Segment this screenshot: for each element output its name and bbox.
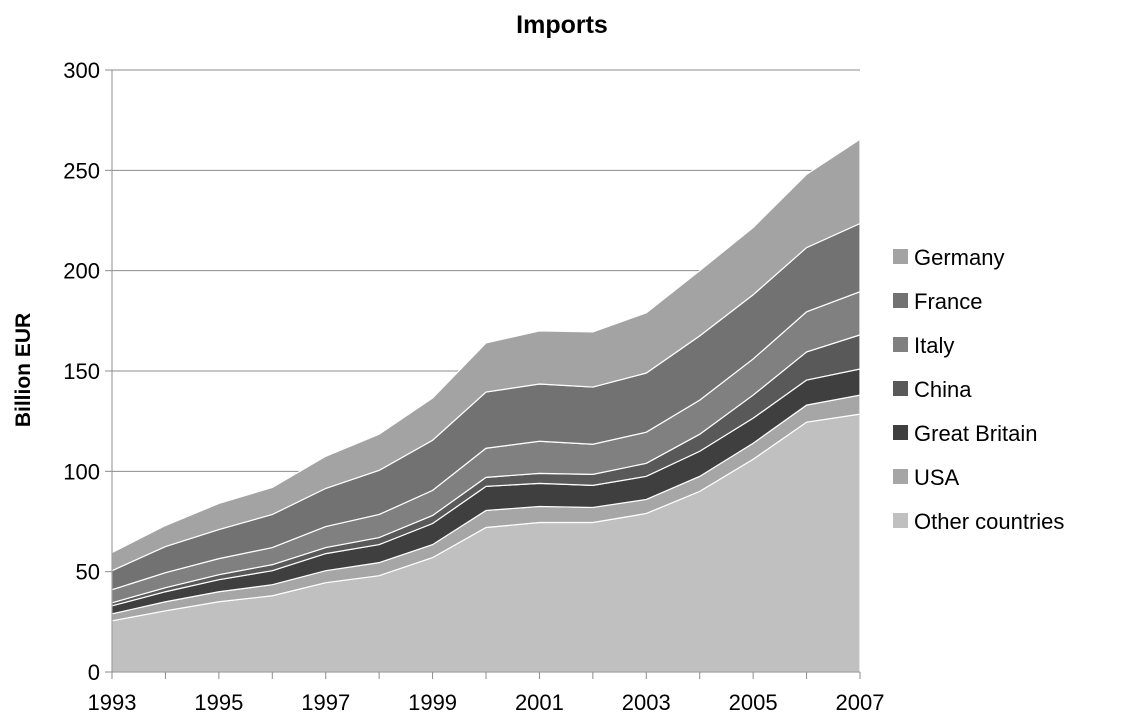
legend-swatch-france [893, 293, 908, 308]
legend-label: Germany [914, 245, 1004, 270]
x-tick-label: 1993 [88, 690, 137, 715]
chart-title: Imports [516, 11, 608, 39]
x-tick-label: 1995 [194, 690, 243, 715]
legend-label: Italy [914, 333, 954, 358]
legend-swatch-italy [893, 337, 908, 352]
y-tick-label: 200 [63, 259, 100, 284]
legend: Germany France Italy China Great Britain USA O… [893, 245, 1064, 534]
x-tick-label: 2001 [515, 690, 564, 715]
legend-swatch-other-countries [893, 513, 908, 528]
legend-label: Great Britain [914, 421, 1038, 446]
legend-swatch-germany [893, 249, 908, 264]
axes: 0 50 100 150 200 250 300 1993 1995 1997 1999 2001 20… [63, 58, 884, 715]
legend-label: USA [914, 465, 960, 490]
y-axis-label: Billion EUR [12, 313, 35, 427]
y-tick-label: 150 [63, 359, 100, 384]
y-tick-label: 0 [88, 660, 100, 685]
legend-label: China [914, 377, 972, 402]
y-tick-label: 50 [76, 560, 100, 585]
y-tick-label: 100 [63, 459, 100, 484]
stacked-areas [111, 138, 861, 673]
y-tick-label: 300 [63, 58, 100, 83]
x-tick-label: 1999 [408, 690, 457, 715]
legend-swatch-great-britain [893, 425, 908, 440]
x-tick-label: 2005 [729, 690, 778, 715]
legend-label: Other countries [914, 509, 1064, 534]
x-tick-label: 1997 [301, 690, 350, 715]
legend-swatch-usa [893, 469, 908, 484]
y-tick-label: 250 [63, 158, 100, 183]
area-germany [111, 138, 861, 572]
x-tick-label: 2003 [622, 690, 671, 715]
legend-swatch-china [893, 381, 908, 396]
x-tick-label: 2007 [836, 690, 885, 715]
legend-label: France [914, 289, 982, 314]
